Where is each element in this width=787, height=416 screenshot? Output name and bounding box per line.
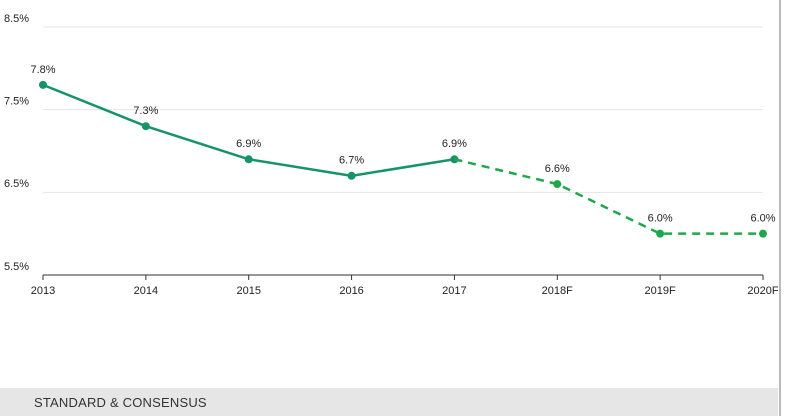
x-tick-label: 2020F: [747, 285, 778, 297]
x-tick-label: 2019F: [645, 285, 676, 297]
x-tick-label: 2017: [442, 285, 466, 297]
y-tick-label: 6.5%: [4, 178, 29, 190]
data-label: 7.8%: [30, 64, 55, 76]
x-tick-label: 2016: [339, 285, 363, 297]
y-tick-label: 7.5%: [4, 96, 29, 108]
marker: [656, 229, 665, 238]
marker: [347, 171, 356, 180]
line: [454, 158, 763, 235]
data-label: 6.9%: [236, 138, 261, 150]
edge-line: [779, 0, 781, 416]
footer-text: STANDARD & CONSENSUS: [34, 395, 207, 410]
marker: [39, 80, 47, 89]
data-label: 6.6%: [545, 163, 570, 175]
x-tick-label: 2013: [31, 285, 55, 297]
x-tick-label: 2018F: [542, 285, 573, 297]
data-label: 6.0%: [648, 213, 673, 225]
marker: [759, 229, 767, 238]
y-tick-label: 8.5%: [4, 13, 29, 25]
footer-bar: STANDARD & CONSENSUS: [0, 388, 778, 416]
marker: [553, 180, 562, 189]
y-tick-label: 5.5%: [4, 261, 29, 273]
marker: [141, 122, 150, 131]
x-tick-label: 2015: [236, 285, 260, 297]
data-label: 6.9%: [442, 138, 467, 150]
marker: [244, 155, 253, 164]
chart: 5.5% 6.5% 7.5% 8.5% 2013 2014 2015 2016 2017 2018…: [4, 13, 778, 297]
x-tick-label: 2014: [134, 285, 158, 297]
data-label: 6.7%: [339, 155, 364, 167]
data-label: 7.3%: [133, 105, 158, 117]
data-label: 6.0%: [750, 213, 775, 225]
